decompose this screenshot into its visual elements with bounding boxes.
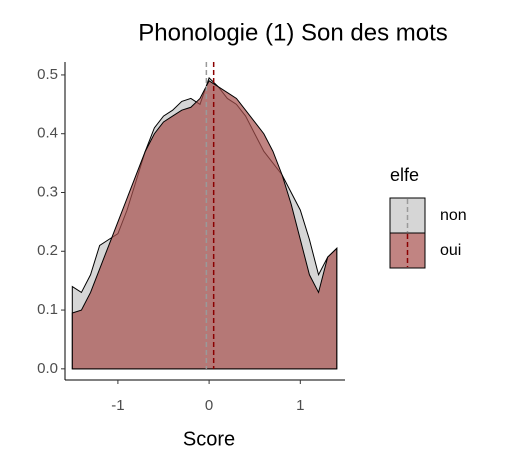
y-tick-label: 0.1 bbox=[37, 301, 58, 318]
legend-label: oui bbox=[440, 242, 461, 259]
density-area bbox=[71, 80, 338, 370]
chart-title: Phonologie (1) Son des mots bbox=[138, 19, 448, 46]
y-tick-label: 0.4 bbox=[37, 125, 58, 142]
legend-title: elfe bbox=[390, 165, 419, 185]
legend-label: non bbox=[440, 207, 467, 224]
x-axis-label: Score bbox=[183, 428, 235, 450]
x-tick-label: 0 bbox=[205, 397, 213, 414]
y-tick-label: 0.5 bbox=[37, 66, 58, 83]
y-tick-label: 0.2 bbox=[37, 242, 58, 259]
x-tick-label: 1 bbox=[296, 397, 304, 414]
y-tick-label: 0.0 bbox=[37, 360, 58, 377]
y-tick-label: 0.3 bbox=[37, 183, 58, 200]
x-tick-label: -1 bbox=[111, 397, 124, 414]
